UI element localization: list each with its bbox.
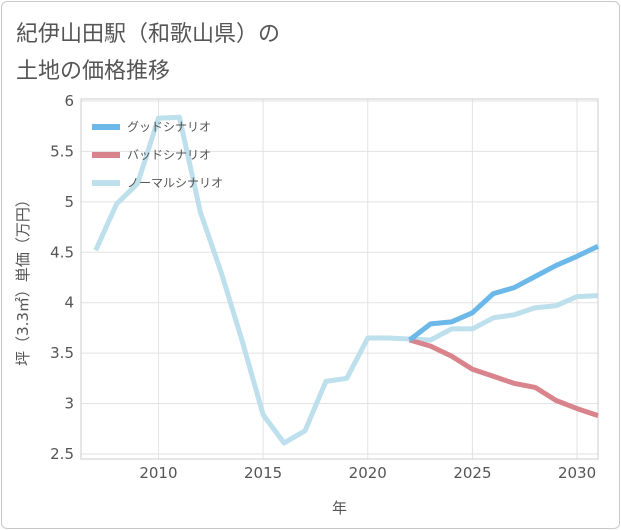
grid-lines <box>81 99 598 459</box>
chart-title: 紀伊山田駅（和歌山県）の 土地の価格推移 <box>16 16 280 90</box>
x-tick-label: 2020 <box>349 464 387 482</box>
y-tick-label: 4 <box>64 294 74 312</box>
chart-title-line-2: 土地の価格推移 <box>16 59 171 84</box>
legend-label-2: ノーマルシナリオ <box>127 176 223 190</box>
y-tick-label: 5.5 <box>50 142 74 160</box>
x-tick-label: 2030 <box>558 464 596 482</box>
y-tick-label: 3 <box>64 395 74 413</box>
x-tick-label: 2025 <box>453 464 491 482</box>
y-axis-ticks: 2.5 3 3.5 4 4.5 5 5.5 6 <box>50 92 74 463</box>
y-tick-label: 2.5 <box>50 445 74 463</box>
x-tick-label: 2015 <box>244 464 282 482</box>
legend-label-0: グッドシナリオ <box>127 120 211 134</box>
series-layer <box>93 114 600 446</box>
series-line-2 <box>93 114 599 446</box>
y-axis-label: 坪（3.3㎡）単価（万円） <box>14 192 32 366</box>
plot-area-border <box>80 98 599 460</box>
x-tick-label: 2010 <box>139 464 177 482</box>
x-axis-ticks: 2010 2015 2020 2025 2030 <box>139 464 596 482</box>
series-line-0 <box>408 243 600 342</box>
series-line-1 <box>408 337 599 418</box>
y-tick-label: 6 <box>64 92 74 110</box>
x-axis-label: 年 <box>332 499 347 517</box>
y-tick-label: 3.5 <box>50 344 74 362</box>
chart-title-line-1: 紀伊山田駅（和歌山県）の <box>16 22 281 47</box>
legend-label-1: バッドシナリオ <box>127 148 211 162</box>
y-tick-label: 5 <box>64 193 74 211</box>
y-tick-label: 4.5 <box>50 243 74 261</box>
